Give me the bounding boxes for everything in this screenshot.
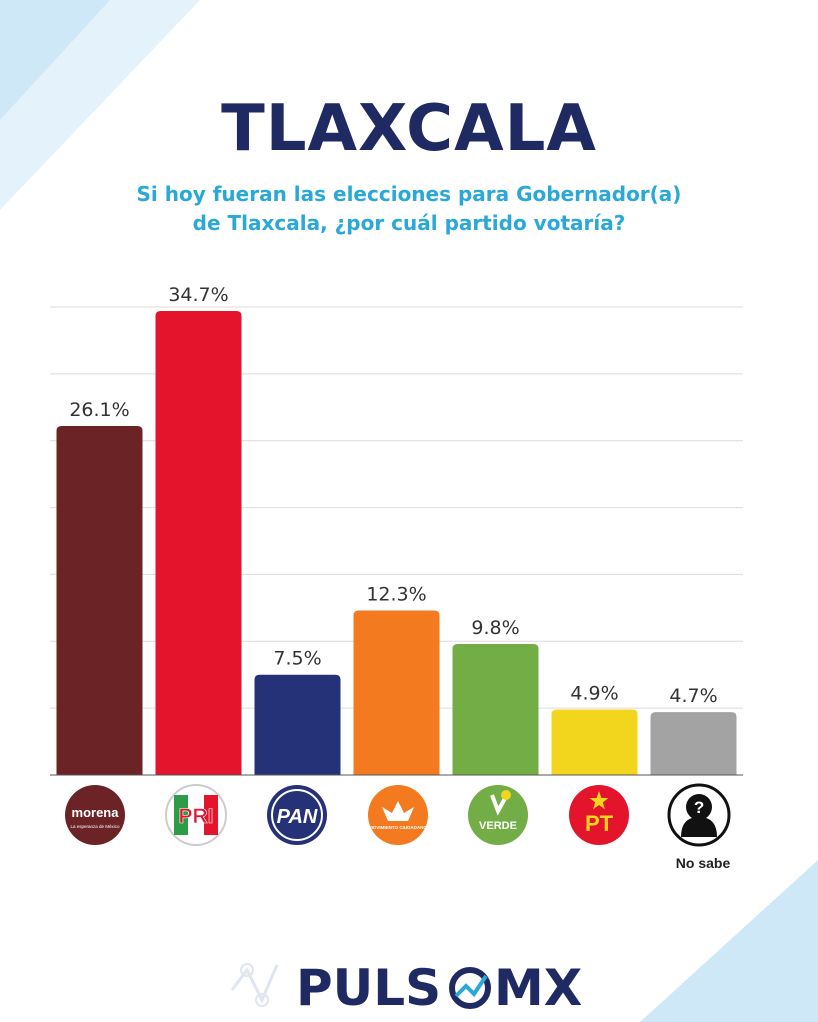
mc-logo-text: MOVIMIENTO CIUDADANO (369, 825, 427, 830)
brand-swoosh-icon (449, 967, 491, 1009)
question-mark-icon: ? (694, 798, 704, 817)
pt-logo-text: PT (585, 811, 614, 836)
movimiento-ciudadano-logo-icon: MOVIMIENTO CIUDADANO (368, 785, 428, 845)
pt-logo-icon: PT (569, 785, 629, 845)
brand-text-right: MX (494, 959, 582, 1017)
data-label-2: 34.7% (168, 284, 228, 306)
data-label-3: 7.5% (273, 648, 321, 670)
verde-logo-text: VERDE (479, 820, 517, 832)
morena-logo-text: morena (72, 805, 120, 820)
data-label-5: 9.8% (471, 617, 519, 639)
chart-subtitle: Si hoy fueran las elecciones para Gobern… (0, 180, 818, 238)
pulsomx-brand-logo: PULS MX (230, 959, 582, 1017)
verde-logo-icon: VERDE (468, 785, 528, 845)
bar-7 (650, 712, 737, 775)
morena-tagline: La esperanza de México (70, 824, 120, 829)
data-label-4: 12.3% (366, 584, 426, 606)
data-label-1: 26.1% (69, 399, 129, 421)
bars (56, 311, 737, 775)
subtitle-line-1: Si hoy fueran las elecciones para Gobern… (136, 182, 682, 206)
pri-logo-icon: PRI (165, 784, 227, 846)
no-sabe-logo-icon: ? (667, 783, 731, 847)
pan-logo-text: PAN (277, 806, 318, 828)
pan-logo-icon: PAN (267, 785, 327, 845)
chart-title: TLAXCALA (221, 92, 597, 166)
bar-1 (56, 426, 143, 775)
subtitle-line-2: de Tlaxcala, ¿por cuál partido votaría? (192, 211, 626, 235)
bar-5 (452, 643, 539, 775)
data-label-6: 4.9% (570, 682, 618, 704)
bar-2 (155, 311, 242, 775)
morena-logo-icon: morena La esperanza de México (65, 785, 125, 845)
pri-logo-text: PRI (178, 805, 213, 828)
bar-3 (254, 674, 341, 775)
no-sabe-label: No sabe (676, 855, 731, 871)
bar-6 (551, 709, 638, 775)
brand-text-left: PULS (296, 959, 441, 1017)
bar-4 (353, 610, 440, 775)
bar-chart: 26.1% 34.7% 7.5% 12.3% 9.8% 4.9% 4.7% morena L… (50, 284, 743, 871)
data-label-7: 4.7% (669, 685, 717, 707)
data-labels: 26.1% 34.7% 7.5% 12.3% 9.8% 4.9% 4.7% (69, 284, 717, 707)
